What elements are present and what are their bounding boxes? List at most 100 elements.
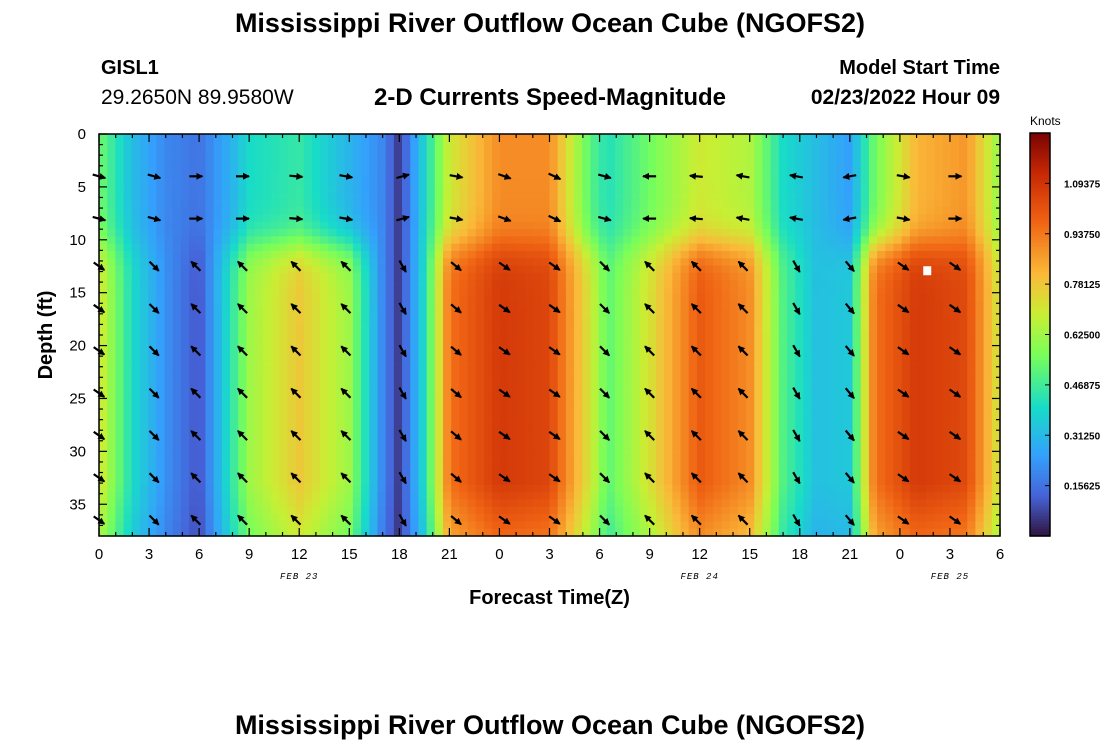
heatmap-cell — [107, 426, 116, 435]
heatmap-cell — [336, 163, 346, 172]
heatmap-cell — [770, 455, 780, 464]
heatmap-cell — [418, 455, 428, 464]
heatmap-cell — [336, 229, 346, 237]
heatmap-cell — [574, 514, 583, 522]
heatmap-cell — [508, 433, 518, 442]
heatmap-cell — [680, 177, 690, 186]
heatmap-cell — [205, 316, 215, 325]
heatmap-cell — [533, 185, 542, 194]
heatmap-cell — [705, 141, 714, 150]
heatmap-cell — [254, 185, 264, 194]
heatmap-cell — [688, 331, 698, 340]
heatmap-cell — [664, 250, 673, 259]
heatmap-cell — [230, 411, 239, 420]
heatmap-cell — [549, 528, 559, 537]
heatmap-cell — [172, 250, 182, 259]
heatmap-cell — [164, 389, 174, 398]
heatmap-cell — [123, 141, 133, 150]
heatmap-cell — [574, 134, 583, 142]
heatmap-cell — [721, 514, 731, 522]
heatmap-cell — [811, 514, 821, 522]
heatmap-cell — [148, 287, 157, 296]
heatmap-cell — [238, 506, 248, 515]
heatmap-cell — [549, 163, 559, 172]
heatmap-cell — [688, 338, 698, 347]
heatmap-cell — [836, 294, 845, 303]
heatmap-cell — [721, 309, 731, 318]
heatmap-cell — [434, 470, 444, 479]
heatmap-cell — [115, 338, 125, 347]
heatmap-cell — [721, 375, 731, 384]
heatmap-cell — [180, 528, 190, 537]
heatmap-cell — [819, 528, 829, 537]
heatmap-cell — [795, 250, 805, 259]
heatmap-cell — [819, 272, 829, 281]
heatmap-cell — [639, 258, 649, 267]
heatmap-cell — [647, 360, 657, 369]
heatmap-cell — [459, 462, 469, 471]
heatmap-cell — [754, 514, 764, 522]
heatmap-cell — [770, 492, 780, 501]
heatmap-cell — [287, 250, 297, 259]
heatmap-cell — [787, 236, 796, 245]
heatmap-cell — [623, 455, 633, 464]
heatmap-cell — [352, 280, 362, 289]
heatmap-cell — [115, 367, 125, 376]
heatmap-cell — [533, 506, 542, 515]
heatmap-cell — [320, 258, 329, 267]
heatmap-cell — [467, 324, 477, 332]
heatmap-cell — [737, 199, 747, 208]
heatmap-cell — [475, 258, 485, 267]
heatmap-cell — [172, 455, 182, 464]
heatmap-cell — [516, 477, 526, 486]
heatmap-cell — [197, 163, 207, 172]
heatmap-cell — [664, 521, 673, 530]
heatmap-cell — [189, 521, 198, 530]
heatmap-cell — [156, 134, 166, 142]
heatmap-cell — [631, 163, 641, 172]
heatmap-cell — [574, 243, 583, 252]
heatmap-cell — [795, 287, 805, 296]
heatmap-cell — [770, 404, 780, 413]
heatmap-cell — [164, 243, 174, 252]
heatmap-cell — [574, 155, 583, 164]
heatmap-cell — [598, 316, 608, 325]
heatmap-cell — [156, 207, 166, 215]
heatmap-cell — [246, 367, 256, 376]
heatmap-cell — [123, 272, 133, 281]
heatmap-cell — [827, 514, 837, 522]
heatmap-cell — [795, 272, 805, 281]
heatmap-cell — [721, 155, 731, 164]
heatmap-cell — [148, 448, 157, 457]
heatmap-cell — [279, 426, 288, 435]
heatmap-cell — [295, 499, 305, 508]
heatmap-cell — [320, 141, 329, 150]
heatmap-cell — [254, 324, 264, 332]
heatmap-cell — [402, 134, 411, 142]
heatmap-cell — [426, 243, 436, 252]
heatmap-cell — [393, 382, 403, 391]
heatmap-cell — [754, 470, 764, 479]
heatmap-cell — [811, 316, 821, 325]
heatmap-cell — [221, 272, 231, 281]
heatmap-cell — [230, 250, 239, 259]
heatmap-cell — [156, 294, 166, 303]
heatmap-cell — [664, 280, 673, 289]
heatmap-cell — [99, 331, 108, 340]
heatmap-cell — [475, 360, 485, 369]
heatmap-cell — [393, 433, 403, 442]
heatmap-cell — [123, 397, 133, 406]
heatmap-cell — [623, 148, 633, 157]
heatmap-cell — [303, 309, 313, 318]
heatmap-cell — [582, 440, 592, 449]
heatmap-cell — [672, 302, 682, 311]
heatmap-cell — [492, 477, 501, 486]
heatmap-cell — [615, 448, 624, 457]
heatmap-cell — [705, 250, 714, 259]
heatmap-cell — [434, 499, 444, 508]
heatmap-cell — [434, 440, 444, 449]
heatmap-cell — [819, 506, 829, 515]
heatmap-cell — [336, 411, 346, 420]
heatmap-cell — [99, 243, 108, 252]
heatmap-cell — [377, 199, 387, 208]
